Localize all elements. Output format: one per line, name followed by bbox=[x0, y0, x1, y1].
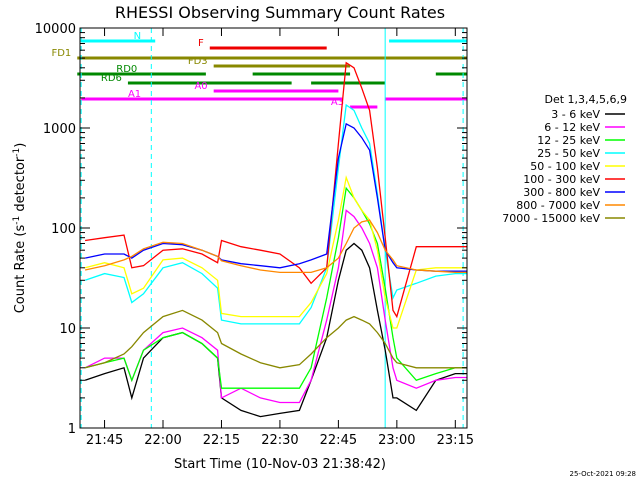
legend-label-1: 6 - 12 keV bbox=[544, 121, 600, 134]
flag-label-a1: A1 bbox=[128, 89, 141, 100]
x-tick-label-2: 22:15 bbox=[203, 433, 240, 448]
series-line-2 bbox=[84, 186, 467, 389]
x-tick-label-4: 22:45 bbox=[320, 433, 357, 448]
x-tick-label-6: 23:15 bbox=[437, 433, 474, 448]
x-axis-label: Start Time (10-Nov-03 21:38:42) bbox=[174, 457, 386, 472]
series-line-8 bbox=[84, 309, 467, 369]
series-line-3 bbox=[84, 103, 467, 325]
legend-label-2: 12 - 25 keV bbox=[537, 134, 600, 147]
legend-label-7: 800 - 7000 keV bbox=[516, 199, 600, 212]
series-line-4 bbox=[84, 175, 467, 329]
x-tick-label-3: 22:30 bbox=[261, 433, 298, 448]
legend-title: Det 1,3,4,5,6,9 bbox=[544, 93, 627, 106]
legend-label-5: 100 - 300 keV bbox=[523, 173, 600, 186]
flag-label-f: F bbox=[198, 38, 204, 49]
legend-label-8: 7000 - 15000 keV bbox=[502, 212, 600, 225]
legend-label-3: 25 - 50 keV bbox=[537, 147, 600, 160]
y-tick-label-2: 100 bbox=[51, 222, 76, 237]
series-line-5 bbox=[85, 61, 467, 319]
flag-label-a0: A0 bbox=[194, 81, 207, 92]
series-line-7 bbox=[84, 219, 467, 274]
flag-label-fd3: FD3 bbox=[188, 56, 208, 67]
y-axis-label: Count Rate (s-1 detector-1) bbox=[12, 143, 28, 314]
flag-label-rd6: RD6 bbox=[101, 73, 122, 84]
legend-label-4: 50 - 100 keV bbox=[530, 160, 600, 173]
flag-label-rd0: RD0 bbox=[116, 64, 137, 75]
series-line-6 bbox=[84, 122, 467, 272]
y-tick-label-3: 1000 bbox=[43, 122, 76, 137]
axis-ticks: 21:45 22:00 22:15 22:30 22:45 23:00 23:15 1 10 10… bbox=[35, 22, 474, 448]
x-tick-label-5: 23:00 bbox=[378, 433, 415, 448]
y-tick-label-4: 10000 bbox=[35, 22, 76, 37]
y-tick-label-0: 1 bbox=[68, 422, 76, 437]
legend-label-6: 300 - 800 keV bbox=[523, 186, 600, 199]
series-lines bbox=[84, 61, 467, 418]
timestamp: 25-Oct-2021 09:28 bbox=[570, 470, 636, 478]
flag-label-n: N bbox=[134, 31, 141, 42]
x-tick-label-1: 22:00 bbox=[144, 433, 181, 448]
x-tick-label-0: 21:45 bbox=[86, 433, 123, 448]
chart-title: RHESSI Observing Summary Count Rates bbox=[115, 3, 445, 22]
y-tick-label-1: 10 bbox=[59, 322, 76, 337]
legend-label-0: 3 - 6 keV bbox=[551, 108, 600, 121]
flag-label-fd1: FD1 bbox=[51, 48, 71, 59]
flag-label-a3: A3 bbox=[331, 97, 344, 108]
series-line-1 bbox=[84, 209, 467, 404]
